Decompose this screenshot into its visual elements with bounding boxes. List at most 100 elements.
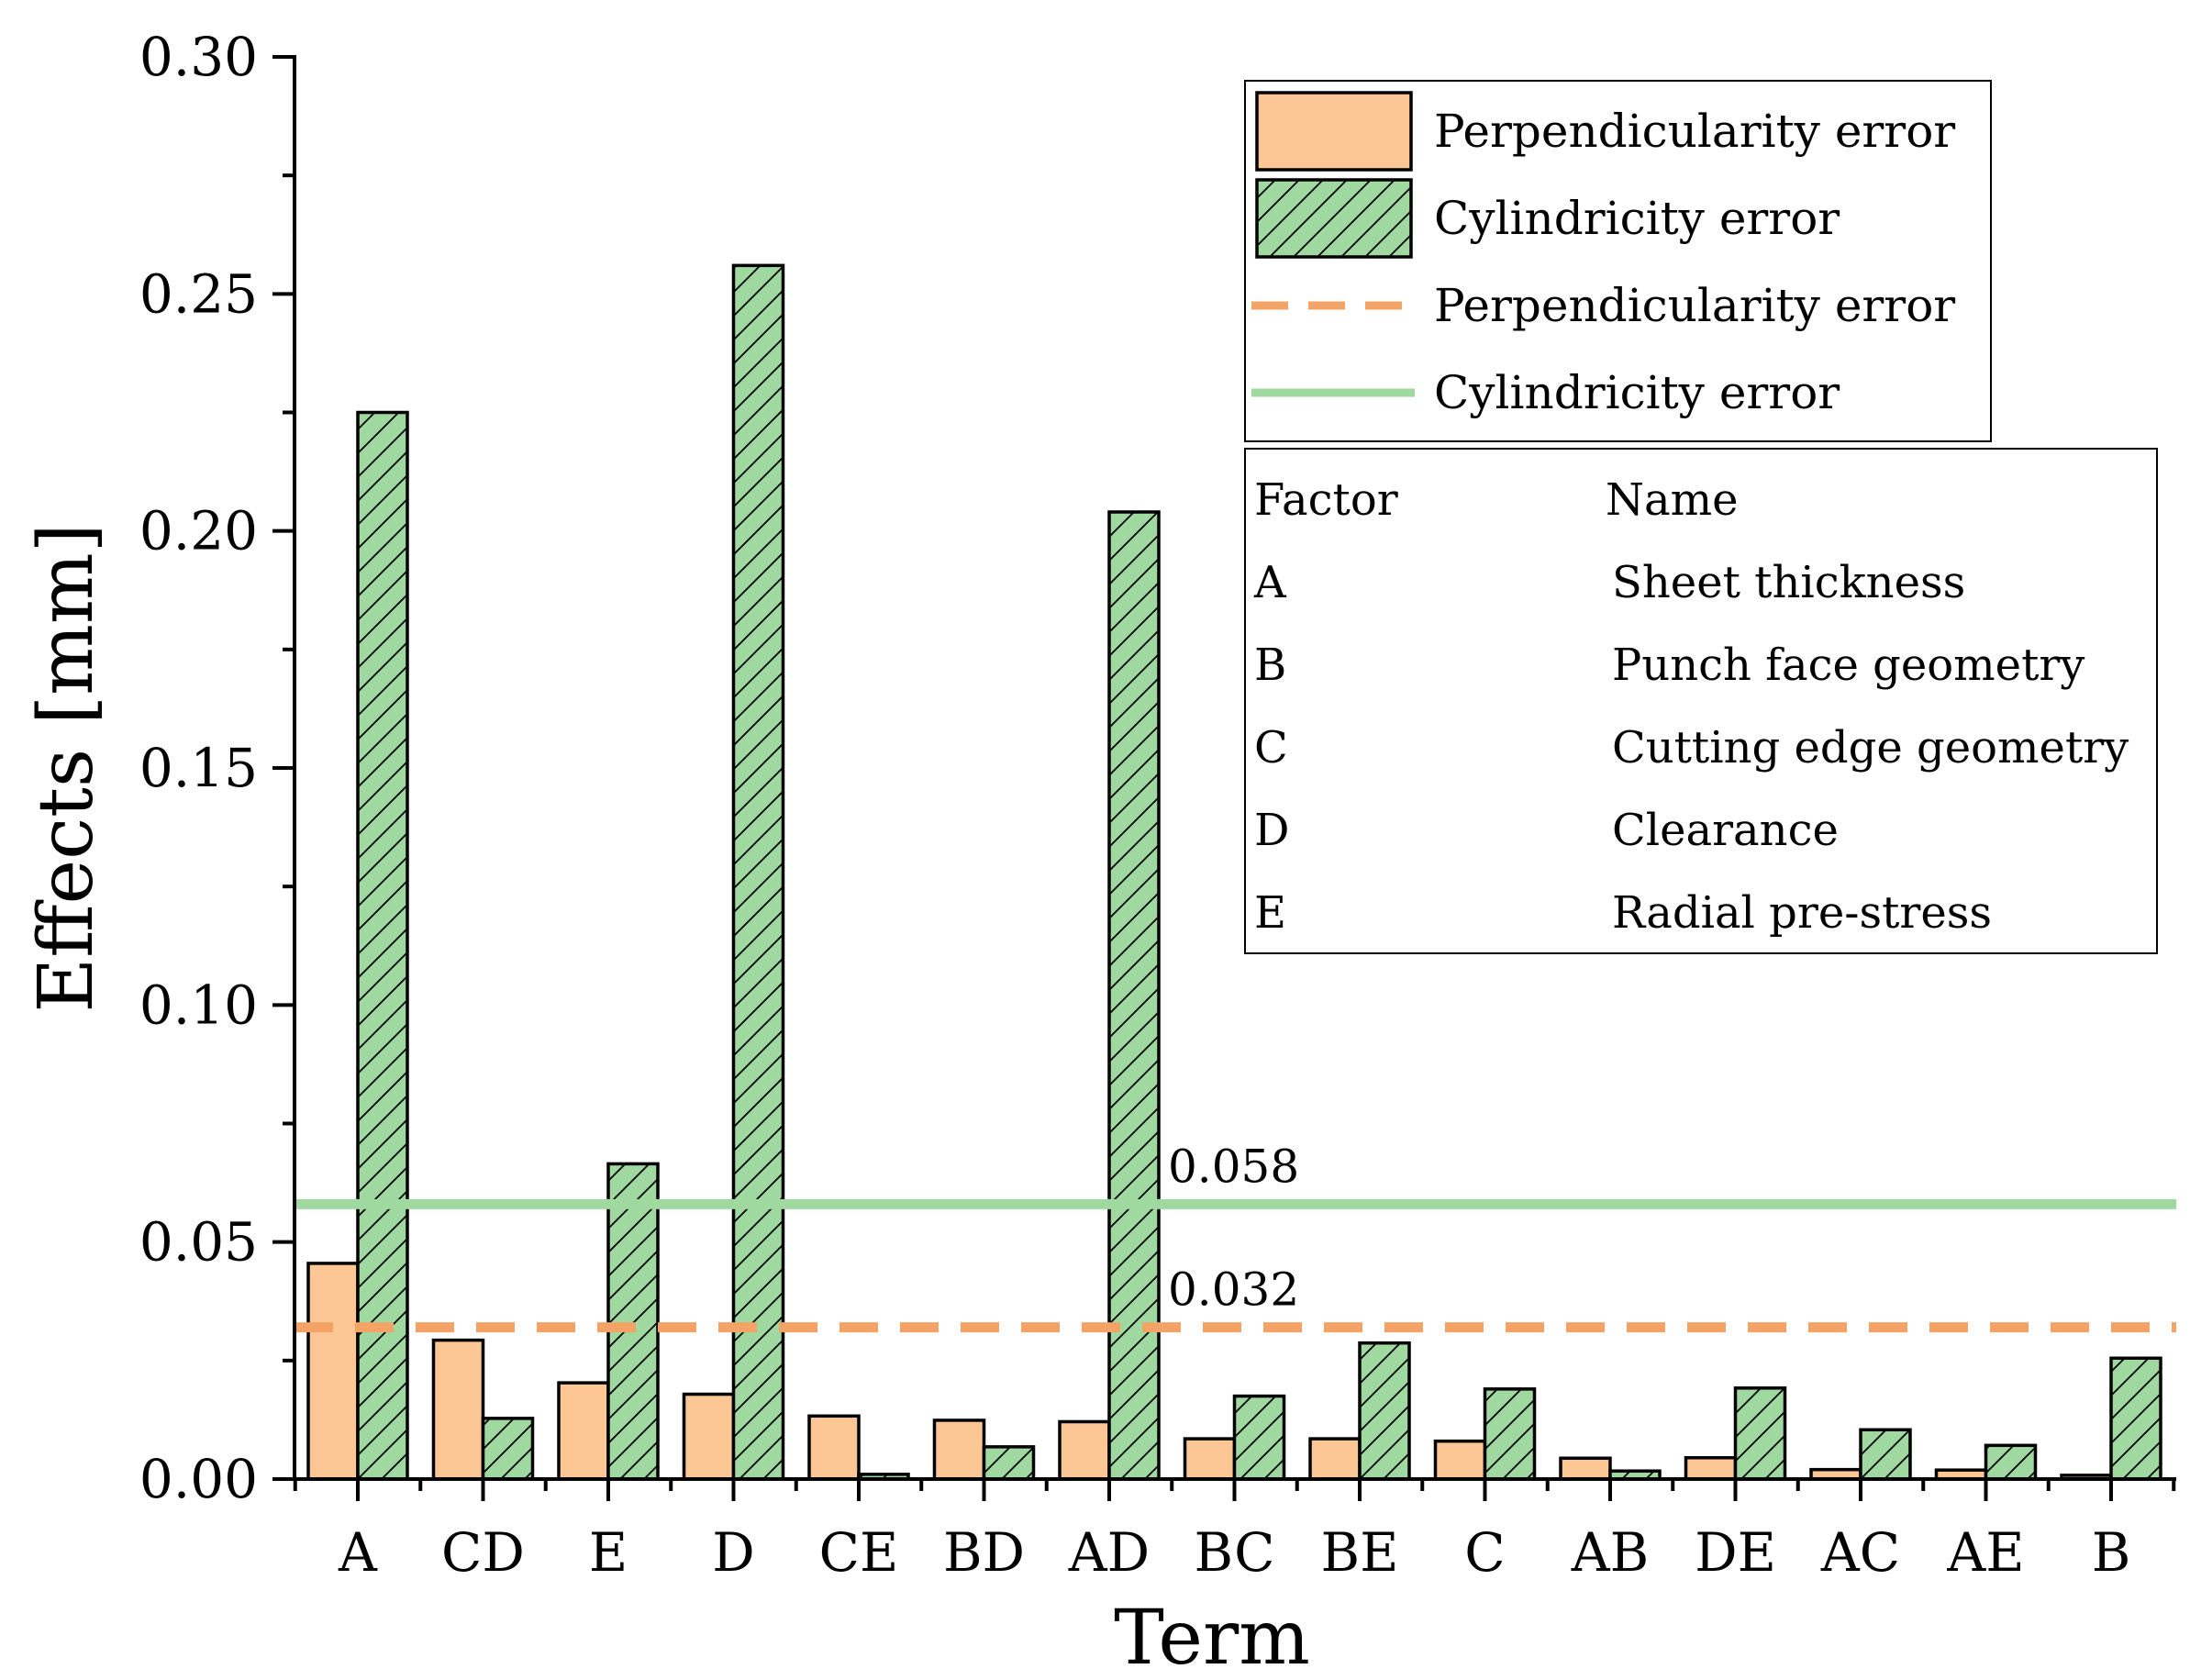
bar-perpendicularity-c — [1433, 1439, 1487, 1481]
bar-cylindricity-bd — [982, 1445, 1036, 1481]
bar-cylindricity-ac — [1859, 1428, 1912, 1481]
bar-perpendicularity-be — [1308, 1437, 1362, 1481]
factor-name: Cutting edge geometry — [1612, 722, 2129, 773]
y-tick-label: 0.15 — [139, 737, 258, 799]
x-tick-label: CE — [819, 1521, 899, 1584]
bar-cylindricity-c — [1483, 1387, 1537, 1481]
factor-table-box — [1244, 448, 2158, 954]
factor-table: Factor Name A Sheet thickness B Punch face ge… — [1244, 448, 2158, 954]
factor-code: C — [1254, 722, 1288, 773]
legend-entry-4: Cylindricity error — [1251, 366, 1840, 419]
factor-row-e: E Radial pre-stress — [1254, 887, 1992, 939]
bar-perpendicularity-a — [306, 1262, 360, 1481]
threshold-label-perpendicularity: 0.032 — [1168, 1263, 1299, 1317]
x-tick-label: AE — [1946, 1521, 2024, 1584]
bar-cylindricity-ae — [1984, 1443, 2038, 1481]
bar-fill — [2062, 1474, 2111, 1479]
x-tick-label: D — [712, 1521, 755, 1584]
bar-hatch — [1610, 1471, 1660, 1479]
factor-name: Clearance — [1612, 805, 1839, 856]
x-tick-label: AB — [1571, 1521, 1650, 1584]
bar-perpendicularity-cd — [431, 1338, 485, 1481]
x-tick-label: AD — [1068, 1521, 1150, 1584]
bar-cylindricity-e — [606, 1162, 660, 1481]
bar-hatch — [2111, 1358, 2161, 1479]
bar-fill — [433, 1340, 484, 1479]
bar-hatch — [1109, 512, 1159, 1479]
legend-entry-3: Perpendicularity error — [1251, 279, 1955, 332]
factor-name: Radial pre-stress — [1612, 887, 1992, 939]
y-tick-label: 0.05 — [139, 1211, 258, 1274]
bar-fill — [934, 1419, 984, 1479]
bar-fill — [1435, 1441, 1485, 1479]
legend-label: Perpendicularity error — [1434, 279, 1955, 332]
legend-entry-2: Cylindricity error — [1255, 178, 1840, 259]
bar-hatch — [733, 265, 784, 1479]
legend: Perpendicularity error Cylindricity error… — [1244, 80, 1992, 442]
factor-header: Factor — [1254, 474, 1398, 526]
name-header: Name — [1606, 474, 1739, 526]
x-tick-label: DE — [1695, 1521, 1776, 1584]
y-tick-label: 0.10 — [139, 974, 258, 1036]
bar-fill — [684, 1394, 734, 1479]
legend-swatch-hatch — [1257, 180, 1411, 257]
bar-hatch — [358, 412, 407, 1479]
bar-perpendicularity-ad — [1058, 1419, 1111, 1481]
factor-row-b: B Punch face geometry — [1254, 640, 2084, 691]
x-tick-label: E — [589, 1521, 628, 1584]
bar-perpendicularity-bc — [1183, 1437, 1237, 1481]
bar-fill — [1811, 1469, 1861, 1479]
factor-code: D — [1254, 805, 1289, 856]
legend-swatch-fill — [1257, 93, 1411, 170]
bar-cylindricity-cd — [481, 1417, 535, 1481]
threshold-label-cylindricity: 0.058 — [1168, 1140, 1299, 1193]
bar-perpendicularity-d — [682, 1392, 736, 1481]
bar-perpendicularity-ab — [1559, 1456, 1612, 1481]
y-axis-title: Effects [mm] — [23, 523, 110, 1012]
bar-hatch — [1234, 1396, 1284, 1479]
legend-swatch-outline — [1255, 178, 1413, 259]
x-tick-label: BE — [1321, 1521, 1399, 1584]
bar-hatch — [1735, 1387, 1785, 1479]
legend-entry-1: Perpendicularity error — [1255, 91, 1955, 172]
bar-fill — [809, 1416, 859, 1479]
bar-fill — [1561, 1458, 1610, 1479]
y-tick-label: 0.20 — [139, 500, 258, 562]
y-tick-label: 0.25 — [139, 262, 258, 325]
factor-row-c: C Cutting edge geometry — [1254, 722, 2129, 773]
x-tick-label: A — [338, 1521, 378, 1584]
x-tick-label: BD — [943, 1521, 1025, 1584]
bar-fill — [1310, 1439, 1360, 1479]
x-tick-label: C — [1464, 1521, 1505, 1584]
x-tick-label: AC — [1820, 1521, 1900, 1584]
bar-cylindricity-a — [356, 410, 409, 1481]
bar-fill — [559, 1383, 608, 1479]
bar-cylindricity-de — [1733, 1386, 1787, 1481]
bar-perpendicularity-de — [1684, 1456, 1738, 1481]
bar-fill — [1936, 1470, 1986, 1479]
bar-hatch — [1360, 1342, 1409, 1479]
y-tick-label: 0.30 — [139, 26, 258, 88]
y-tick-label: 0.00 — [139, 1448, 258, 1510]
bar-cylindricity-ad — [1107, 510, 1161, 1481]
factor-row-a: A Sheet thickness — [1253, 557, 1965, 608]
factor-code: E — [1254, 887, 1286, 939]
bar-fill — [308, 1263, 358, 1479]
factor-name: Punch face geometry — [1612, 640, 2084, 691]
bar-hatch — [1985, 1445, 2036, 1479]
bar-perpendicularity-e — [557, 1381, 610, 1481]
factor-row-d: D Clearance — [1254, 805, 1839, 856]
factor-code: A — [1253, 557, 1287, 608]
bar-hatch — [608, 1163, 658, 1479]
bar-hatch — [1484, 1388, 1535, 1479]
bar-cylindricity-d — [731, 263, 785, 1481]
bar-cylindricity-be — [1358, 1341, 1411, 1481]
factor-code: B — [1254, 640, 1286, 691]
x-tick-label: CD — [441, 1521, 525, 1584]
x-axis-title: Term — [1114, 1595, 1310, 1680]
bar-fill — [1060, 1421, 1109, 1479]
x-tick-label: B — [2092, 1521, 2131, 1584]
legend-label: Cylindricity error — [1434, 192, 1840, 245]
